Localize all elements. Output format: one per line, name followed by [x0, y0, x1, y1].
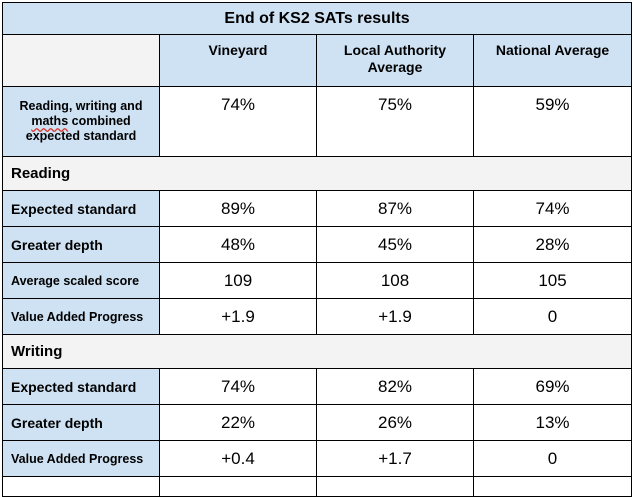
header-national: National Average — [472, 34, 633, 87]
row-label: Average scaled score — [2, 262, 160, 299]
table-row: Value Added Progress +0.4 +1.7 0 — [2, 440, 633, 477]
cell-local-authority: 82% — [316, 368, 474, 405]
cell-national: 0 — [472, 298, 633, 335]
combined-label-part-1: Reading, writing and — [19, 99, 143, 113]
table-cut-off-row — [2, 476, 633, 497]
header-empty-cell — [2, 34, 160, 87]
header-local-authority: Local Authority Average — [316, 34, 474, 87]
table-row: Expected standard 74% 82% 69% — [2, 368, 633, 405]
empty-cell — [472, 476, 633, 497]
cell-vineyard: +0.4 — [159, 440, 317, 477]
table-row: Average scaled score 109 108 105 — [2, 262, 633, 299]
table-row: Greater depth 48% 45% 28% — [2, 226, 633, 263]
row-label: Greater depth — [2, 404, 160, 441]
cell-vineyard: 74% — [159, 368, 317, 405]
combined-national: 59% — [472, 86, 633, 157]
cell-local-authority: 45% — [316, 226, 474, 263]
cell-vineyard: +1.9 — [159, 298, 317, 335]
section-title-writing: Writing — [1, 334, 633, 369]
section-row-reading: Reading — [1, 156, 633, 191]
cell-national: 69% — [472, 368, 633, 405]
combined-row: Reading, writing and maths combined expe… — [2, 86, 633, 157]
header-vineyard: Vineyard — [159, 34, 317, 87]
cell-national: 74% — [472, 190, 633, 227]
cell-vineyard: 109 — [159, 262, 317, 299]
empty-cell — [159, 476, 317, 497]
header-row: Vineyard Local Authority Average National… — [2, 34, 633, 87]
cell-local-authority: +1.9 — [316, 298, 474, 335]
row-label: Value Added Progress — [2, 298, 160, 335]
cell-local-authority: 108 — [316, 262, 474, 299]
cell-national: 28% — [472, 226, 633, 263]
cell-vineyard: 48% — [159, 226, 317, 263]
cell-national: 105 — [472, 262, 633, 299]
cell-vineyard: 22% — [159, 404, 317, 441]
combined-label: Reading, writing and maths combined expe… — [2, 86, 160, 157]
row-label: Expected standard — [2, 190, 160, 227]
title-row: End of KS2 SATs results — [1, 2, 633, 35]
table-title: End of KS2 SATs results — [1, 2, 633, 35]
row-label: Greater depth — [2, 226, 160, 263]
cell-vineyard: 89% — [159, 190, 317, 227]
row-label: Value Added Progress — [2, 440, 160, 477]
combined-vineyard: 74% — [159, 86, 317, 157]
section-title-reading: Reading — [1, 156, 633, 191]
empty-cell — [2, 476, 160, 497]
cell-national: 0 — [472, 440, 633, 477]
empty-cell — [316, 476, 474, 497]
row-label: Expected standard — [2, 368, 160, 405]
cell-local-authority: 87% — [316, 190, 474, 227]
cell-local-authority: 26% — [316, 404, 474, 441]
table-row: Value Added Progress +1.9 +1.9 0 — [2, 298, 633, 335]
cell-national: 13% — [472, 404, 633, 441]
section-row-writing: Writing — [1, 334, 633, 369]
combined-local-authority: 75% — [316, 86, 474, 157]
table-row: Greater depth 22% 26% 13% — [2, 404, 633, 441]
spellcheck-word: maths — [31, 114, 69, 128]
cell-local-authority: +1.7 — [316, 440, 474, 477]
combined-label-part-2: combined expected standard — [25, 114, 137, 143]
table-row: Expected standard 89% 87% 74% — [2, 190, 633, 227]
